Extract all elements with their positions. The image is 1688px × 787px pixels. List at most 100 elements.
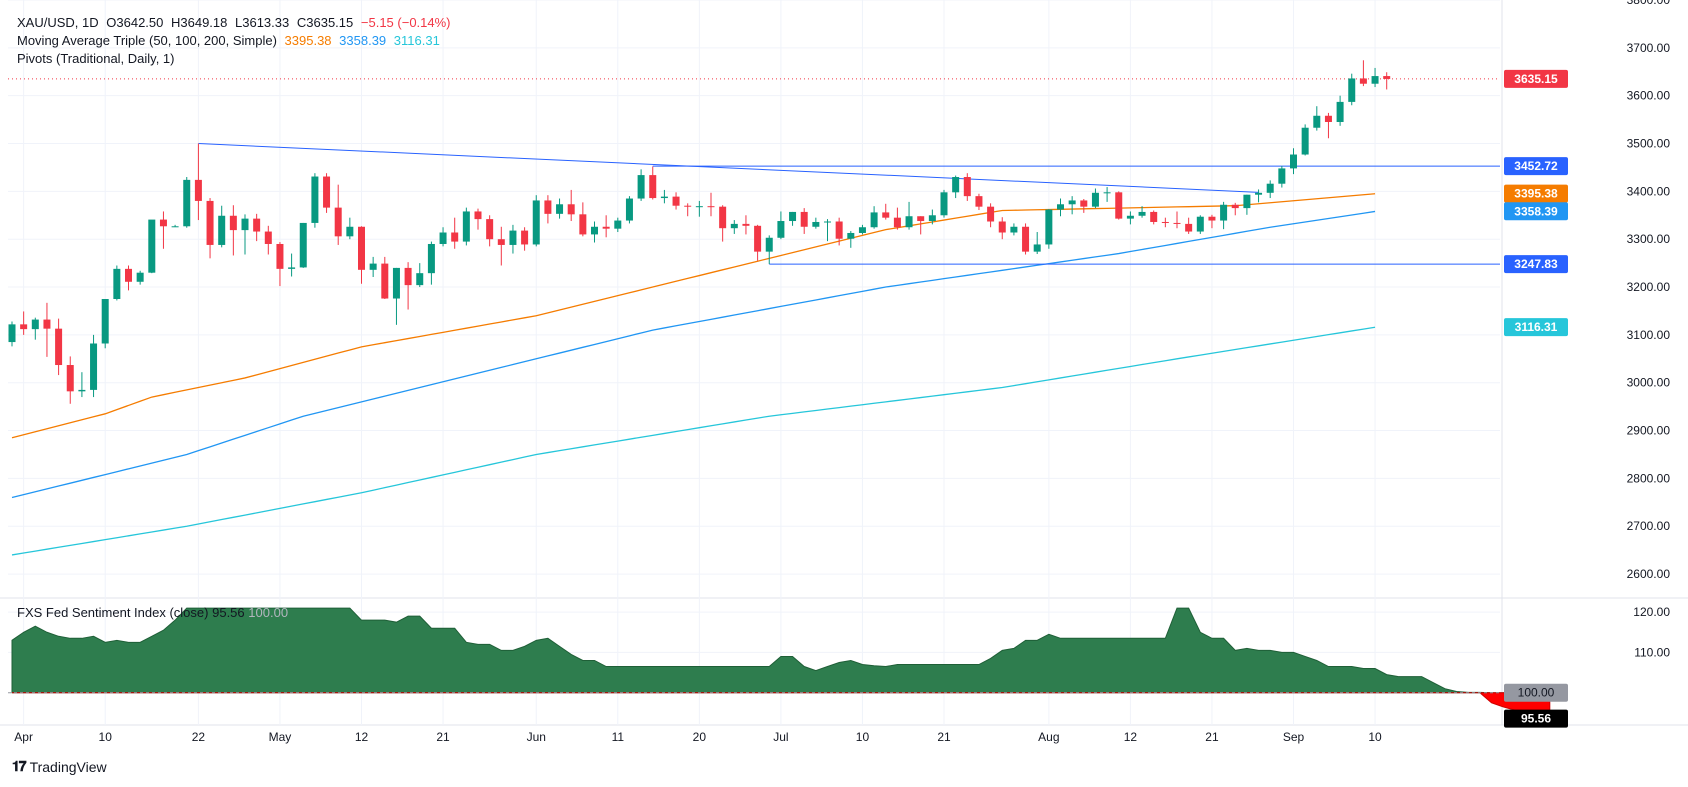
candle-body — [1057, 204, 1064, 210]
candle-body — [206, 200, 214, 245]
price-tag-label: 3635.15 — [1514, 72, 1558, 86]
ma-label: Moving Average Triple (50, 100, 200, Sim… — [17, 33, 277, 48]
candle-body — [987, 206, 995, 222]
x-tick-label: 11 — [612, 730, 625, 744]
candle-body — [55, 328, 63, 366]
candle-body — [20, 324, 28, 330]
y-tick-label: 3000.00 — [1627, 376, 1671, 390]
candle-body — [1371, 76, 1379, 84]
candle-body — [1313, 115, 1321, 128]
candle-body — [66, 365, 74, 392]
reference-tag-label: 100.00 — [1518, 686, 1555, 700]
candle-body — [1138, 211, 1146, 216]
candle-body — [695, 206, 703, 208]
x-tick-label: Apr — [14, 730, 33, 744]
candle-body — [462, 211, 470, 242]
tradingview-brand[interactable]: 𝟏𝟕 TradingView — [12, 758, 107, 775]
candle-body — [1359, 78, 1367, 84]
candle-body — [1161, 221, 1169, 223]
trendline — [198, 143, 1259, 193]
candle-body — [812, 221, 820, 227]
candle-body — [474, 211, 482, 220]
candle-body — [113, 268, 121, 299]
x-tick-label: Jul — [773, 730, 788, 744]
ma-line-200 — [11, 326, 1376, 556]
x-tick-label: Jun — [527, 730, 546, 744]
candle-body — [858, 227, 866, 233]
candle-body — [1022, 226, 1030, 252]
candle-body — [1301, 127, 1309, 155]
sentiment-pane[interactable] — [8, 607, 1551, 712]
y-tick-label: 2700.00 — [1627, 519, 1671, 533]
candle-body — [975, 196, 983, 207]
candle-body — [649, 175, 657, 199]
last-value-tag-label: 95.56 — [1521, 712, 1551, 726]
candle-body — [299, 222, 307, 268]
change-value: −5.15 (−0.14%) — [360, 15, 451, 30]
y-tick-label: 110.00 — [1634, 645, 1670, 659]
price-tag — [1504, 255, 1568, 274]
candle-body — [521, 230, 529, 245]
candle-body — [171, 226, 179, 228]
sentiment-legend: FXS Fed Sentiment Index (close) 95.56 10… — [17, 605, 288, 620]
y-tick-label: 3100.00 — [1627, 328, 1671, 342]
candle-body — [1278, 168, 1286, 184]
symbol-legend: XAU/USD, 1D O3642.50 H3649.18 L3613.33 C… — [17, 14, 455, 32]
price-tag-label: 3395.38 — [1514, 187, 1558, 201]
candle-body — [101, 299, 109, 344]
candle-body — [1255, 192, 1263, 195]
candle-body — [835, 221, 843, 239]
x-tick-label: 12 — [1124, 730, 1138, 744]
y-tick-label: 3500.00 — [1627, 137, 1671, 151]
candle-body — [1115, 192, 1123, 219]
y-tick-label: 2600.00 — [1627, 567, 1671, 581]
price-tag — [1504, 202, 1568, 221]
candle-body — [789, 211, 797, 222]
price-tag — [1504, 184, 1568, 203]
candle-body — [439, 232, 447, 244]
axes: 2600.00 2700.00 2800.00 2900.00 3000.00 3100.… — [14, 0, 1670, 744]
candle-body — [870, 212, 878, 228]
x-tick-label: Sep — [1283, 730, 1305, 744]
price-tag-label: 3247.83 — [1514, 257, 1558, 271]
x-tick-label: 12 — [355, 730, 369, 744]
sentiment-value: 95.56 — [212, 605, 245, 620]
ma50-value: 3395.38 — [284, 33, 332, 48]
candle-body — [369, 263, 377, 270]
candle-body — [183, 179, 191, 227]
y-tick-label: 3300.00 — [1627, 232, 1671, 246]
symbol-label: XAU/USD, 1D — [17, 15, 99, 30]
candle-body — [1290, 154, 1297, 169]
candle-body — [159, 219, 167, 227]
candle-body — [765, 237, 773, 252]
x-tick-label: Aug — [1038, 730, 1059, 744]
candle-body — [1185, 223, 1193, 232]
candle-body — [78, 389, 86, 392]
candle-body — [882, 212, 890, 218]
high-value: H3649.18 — [171, 15, 228, 30]
price-tag-label: 3452.72 — [1514, 159, 1558, 173]
candle-body — [905, 216, 913, 228]
candle-body — [602, 226, 610, 229]
candle-body — [334, 207, 342, 237]
y-tick-label: 3700.00 — [1627, 41, 1671, 55]
candle-body — [358, 226, 365, 270]
price-pane[interactable] — [8, 60, 1500, 556]
candle-body — [1173, 222, 1181, 224]
candle-body — [777, 221, 785, 238]
candle-body — [1103, 192, 1111, 194]
candle-body — [952, 177, 960, 193]
candle-body — [672, 196, 680, 206]
candle-body — [288, 267, 296, 269]
x-tick-label: May — [269, 730, 292, 744]
candle-body — [1033, 244, 1041, 252]
candle-body — [567, 204, 575, 215]
candle-body — [1126, 215, 1134, 219]
y-tick-label: 3400.00 — [1627, 184, 1671, 198]
candle-body — [1336, 101, 1344, 122]
candle-body — [637, 175, 645, 199]
candle-body — [253, 218, 261, 232]
price-tag — [1504, 157, 1568, 176]
candle-body — [591, 226, 598, 235]
ma-line-100 — [11, 210, 1376, 499]
